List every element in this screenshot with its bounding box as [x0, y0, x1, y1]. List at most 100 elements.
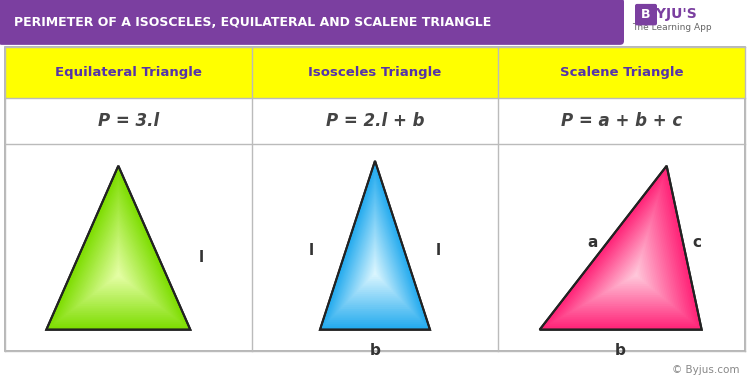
Polygon shape: [327, 176, 423, 322]
Polygon shape: [111, 264, 125, 280]
Polygon shape: [374, 270, 376, 275]
Text: l: l: [198, 250, 203, 265]
Polygon shape: [99, 246, 137, 290]
Text: P = 3.l: P = 3.l: [98, 112, 159, 130]
Polygon shape: [591, 224, 667, 300]
Polygon shape: [633, 272, 638, 277]
Polygon shape: [68, 199, 169, 313]
Text: B: B: [641, 8, 651, 21]
Polygon shape: [326, 172, 424, 324]
Polygon shape: [85, 224, 152, 300]
Polygon shape: [620, 257, 647, 284]
Polygon shape: [82, 220, 154, 302]
Text: b: b: [615, 344, 626, 358]
Text: P = 2.l + b: P = 2.l + b: [326, 112, 424, 130]
Text: Isosceles Triangle: Isosceles Triangle: [308, 66, 442, 79]
Polygon shape: [49, 170, 188, 328]
Polygon shape: [549, 177, 695, 324]
Text: l: l: [309, 243, 314, 258]
Polygon shape: [94, 238, 142, 293]
Polygon shape: [540, 166, 702, 330]
Text: c: c: [692, 236, 701, 250]
FancyBboxPatch shape: [0, 0, 624, 45]
Polygon shape: [347, 217, 403, 302]
Polygon shape: [366, 255, 384, 283]
Polygon shape: [320, 161, 430, 330]
Polygon shape: [623, 261, 645, 282]
Polygon shape: [614, 250, 651, 288]
Polygon shape: [362, 247, 388, 286]
Text: l: l: [436, 243, 441, 258]
Polygon shape: [358, 240, 392, 290]
Polygon shape: [87, 228, 149, 299]
Polygon shape: [53, 177, 183, 324]
Polygon shape: [342, 206, 408, 307]
Polygon shape: [578, 210, 676, 308]
Polygon shape: [543, 170, 700, 328]
Text: © Byjus.com: © Byjus.com: [673, 365, 740, 375]
Polygon shape: [594, 228, 664, 299]
Text: P = a + b + c: P = a + b + c: [561, 112, 682, 130]
Polygon shape: [51, 173, 185, 326]
Polygon shape: [73, 206, 164, 310]
Polygon shape: [324, 168, 426, 326]
Polygon shape: [58, 184, 178, 321]
FancyBboxPatch shape: [498, 47, 745, 98]
Text: Scalene Triangle: Scalene Triangle: [560, 66, 683, 79]
Polygon shape: [368, 258, 382, 281]
Polygon shape: [350, 221, 400, 300]
Polygon shape: [92, 235, 145, 295]
Polygon shape: [101, 250, 135, 288]
FancyBboxPatch shape: [635, 4, 657, 26]
Polygon shape: [346, 213, 404, 303]
Polygon shape: [572, 202, 680, 312]
Polygon shape: [333, 187, 417, 316]
Polygon shape: [357, 236, 393, 292]
Polygon shape: [104, 253, 133, 286]
Polygon shape: [106, 257, 130, 284]
Polygon shape: [331, 183, 419, 318]
Polygon shape: [63, 191, 173, 317]
Polygon shape: [353, 228, 397, 296]
Text: The Learning App: The Learning App: [632, 23, 712, 32]
Polygon shape: [75, 210, 161, 308]
Polygon shape: [351, 225, 399, 298]
Polygon shape: [566, 195, 684, 315]
Polygon shape: [568, 199, 682, 313]
Polygon shape: [334, 191, 416, 315]
FancyBboxPatch shape: [5, 47, 745, 351]
FancyBboxPatch shape: [252, 47, 498, 98]
Polygon shape: [370, 262, 380, 279]
Polygon shape: [113, 268, 123, 279]
Polygon shape: [616, 253, 650, 286]
Polygon shape: [629, 268, 640, 279]
Polygon shape: [338, 198, 412, 311]
Polygon shape: [371, 266, 379, 277]
Polygon shape: [598, 231, 662, 297]
Polygon shape: [562, 191, 686, 317]
Polygon shape: [588, 220, 669, 302]
Polygon shape: [80, 217, 157, 304]
Polygon shape: [344, 210, 406, 305]
FancyBboxPatch shape: [5, 47, 252, 98]
Polygon shape: [340, 202, 410, 309]
Polygon shape: [97, 242, 140, 291]
Polygon shape: [610, 246, 653, 290]
Polygon shape: [77, 213, 159, 306]
Polygon shape: [322, 165, 428, 328]
Polygon shape: [556, 184, 691, 321]
Polygon shape: [109, 261, 128, 282]
Polygon shape: [355, 232, 395, 294]
Polygon shape: [546, 173, 698, 326]
Text: Equilateral Triangle: Equilateral Triangle: [55, 66, 202, 79]
Polygon shape: [46, 166, 190, 330]
Polygon shape: [337, 195, 413, 313]
Text: PERIMETER OF A ISOSCELES, EQUILATERAL AND SCALENE TRIANGLE: PERIMETER OF A ISOSCELES, EQUILATERAL AN…: [14, 16, 491, 29]
Polygon shape: [61, 188, 176, 319]
Polygon shape: [89, 231, 147, 297]
Polygon shape: [360, 243, 390, 288]
Text: b: b: [370, 344, 380, 358]
Text: a: a: [588, 236, 598, 250]
Polygon shape: [626, 264, 643, 280]
Polygon shape: [604, 238, 658, 293]
